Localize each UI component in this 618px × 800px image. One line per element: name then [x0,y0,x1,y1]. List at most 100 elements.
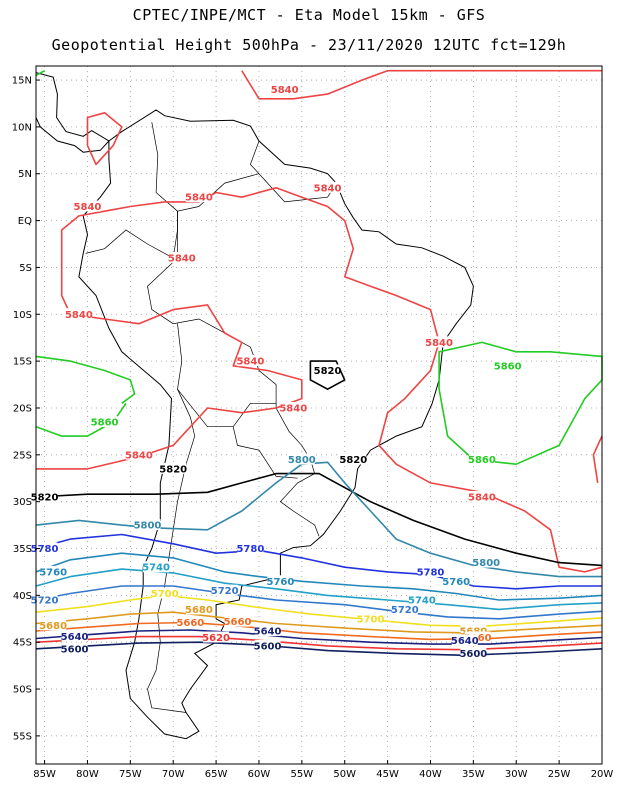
contour-label-bg [91,416,118,428]
contour-label: 5640 [61,632,89,643]
contour-label: 5840 [236,357,264,368]
contour-label-bg [357,612,384,624]
lat-tick-label: EQ [18,216,32,227]
lat-tick-label: 10S [13,310,32,321]
axis-ticks: 85W 80W 75W 70W 65W 60W 55W 50W 45W 40W 35W 30W 25W 2… [12,76,614,780]
contour-label: 5840 [65,310,93,321]
contour-label-bg [65,308,92,320]
contour-label-bg [203,631,230,643]
contour-label: 5700 [151,589,179,600]
contour-label-bg [468,490,495,502]
contour-label-bg [40,619,67,631]
contour-5720 [35,585,603,620]
border-andes [147,389,196,713]
contour-label: 5740 [142,563,170,574]
contour-5600 [35,641,603,657]
contour-label: 5820 [159,464,187,475]
contour-5780 [35,533,602,590]
contour-label-bg [391,603,418,615]
contour-label-bg [143,561,170,573]
contour-label: 5620 [202,633,230,644]
lon-tick-label: 55W [291,769,314,780]
contour-5820-main [35,472,603,567]
contour-label-bg [224,615,251,627]
lon-tick-label: 50W [333,769,356,780]
lat-tick-label: 25S [13,450,32,461]
contour-label-bg [314,181,341,193]
lat-tick-label: 5S [19,263,32,274]
border-bolivia [177,323,277,428]
contour-label: 5600 [459,649,487,660]
border-peru-ecuador-colombia [85,122,178,259]
lat-tick-label: 35S [13,544,32,555]
contour-label-bg [237,355,264,367]
contour-label: 5860 [494,361,522,372]
contour-label-bg [460,624,487,636]
lon-tick-label: 20W [591,769,614,780]
lon-tick-label: 40W [419,769,442,780]
lon-tick-label: 80W [76,769,99,780]
contour-5820-brazil-cell [309,360,346,390]
contour-label-bg [473,556,500,568]
contour-label: 5600 [254,641,282,652]
lat-tick-label: 15S [13,357,32,368]
contour-5620 [35,635,603,651]
contour-label-bg [443,575,470,587]
contour-label-bg [426,336,453,348]
contour-label-bg [314,364,341,376]
contour-label: 5700 [357,614,385,625]
contour-label-bg [160,462,187,474]
contour-label-bg [288,453,315,465]
contour-label: 5820 [31,492,59,503]
contour-5760 [35,552,603,601]
south-america-coast [78,109,474,740]
lat-tick-label: 15N [12,76,32,87]
contour-label: 5840 [468,492,496,503]
lat-tick-label: 40S [13,591,32,602]
contour-label-bg [460,647,487,659]
lat-tick-label: 20S [13,403,32,414]
contour-label: 5680 [185,605,213,616]
contour-label: 5780 [236,544,264,555]
contour-label: 5820 [314,366,342,377]
lat-tick-label: 10N [12,122,32,133]
contour-label-bg [468,453,495,465]
contour-label-bg [185,603,212,615]
contour-label-bg [254,639,281,651]
chart-title-line-2: Geopotential Height 500hPa - 23/11/2020 … [51,36,567,54]
map-frame [35,65,603,765]
contour-label: 5860 [91,418,119,429]
contour-label: 5840 [125,450,153,461]
contour-labels: 5840 5840 5840 5840 5840 5840 5840 5840 5840 5840… [31,83,522,660]
contour-label-bg [125,448,152,460]
lat-tick-label: 5N [18,169,32,180]
contour-label-bg [417,565,444,577]
lon-tick-label: 30W [505,769,528,780]
lon-tick-label: 70W [162,769,185,780]
contour-label-bg [271,83,298,95]
contour-label: 5800 [134,521,162,532]
contour-label: 5640 [451,636,479,647]
contour-label: 5840 [168,254,196,265]
contour-label-bg [40,565,67,577]
contour-label-bg [151,587,178,599]
contour-label-bg [254,624,281,636]
coastlines-and-borders [35,72,474,740]
contour-label: 5840 [74,202,102,213]
contour-label: 5740 [408,596,436,607]
contour-label: 5840 [185,193,213,204]
contour-label: 5660 [224,617,252,628]
contour-5840-north [241,69,602,100]
lon-tick-label: 35W [462,769,485,780]
contour-label: 5860 [468,455,496,466]
contour-5740 [35,568,603,611]
lat-tick-label: 50S [13,685,32,696]
border-paraguay-argentina [232,426,298,479]
contour-5840-east-arc [592,435,603,484]
contour-5800 [35,461,602,578]
contour-label: 5840 [314,183,342,194]
contour-label-bg [31,542,58,554]
contour-label-bg [451,634,478,646]
contour-label: 5780 [417,567,445,578]
contour-label-bg [280,401,307,413]
